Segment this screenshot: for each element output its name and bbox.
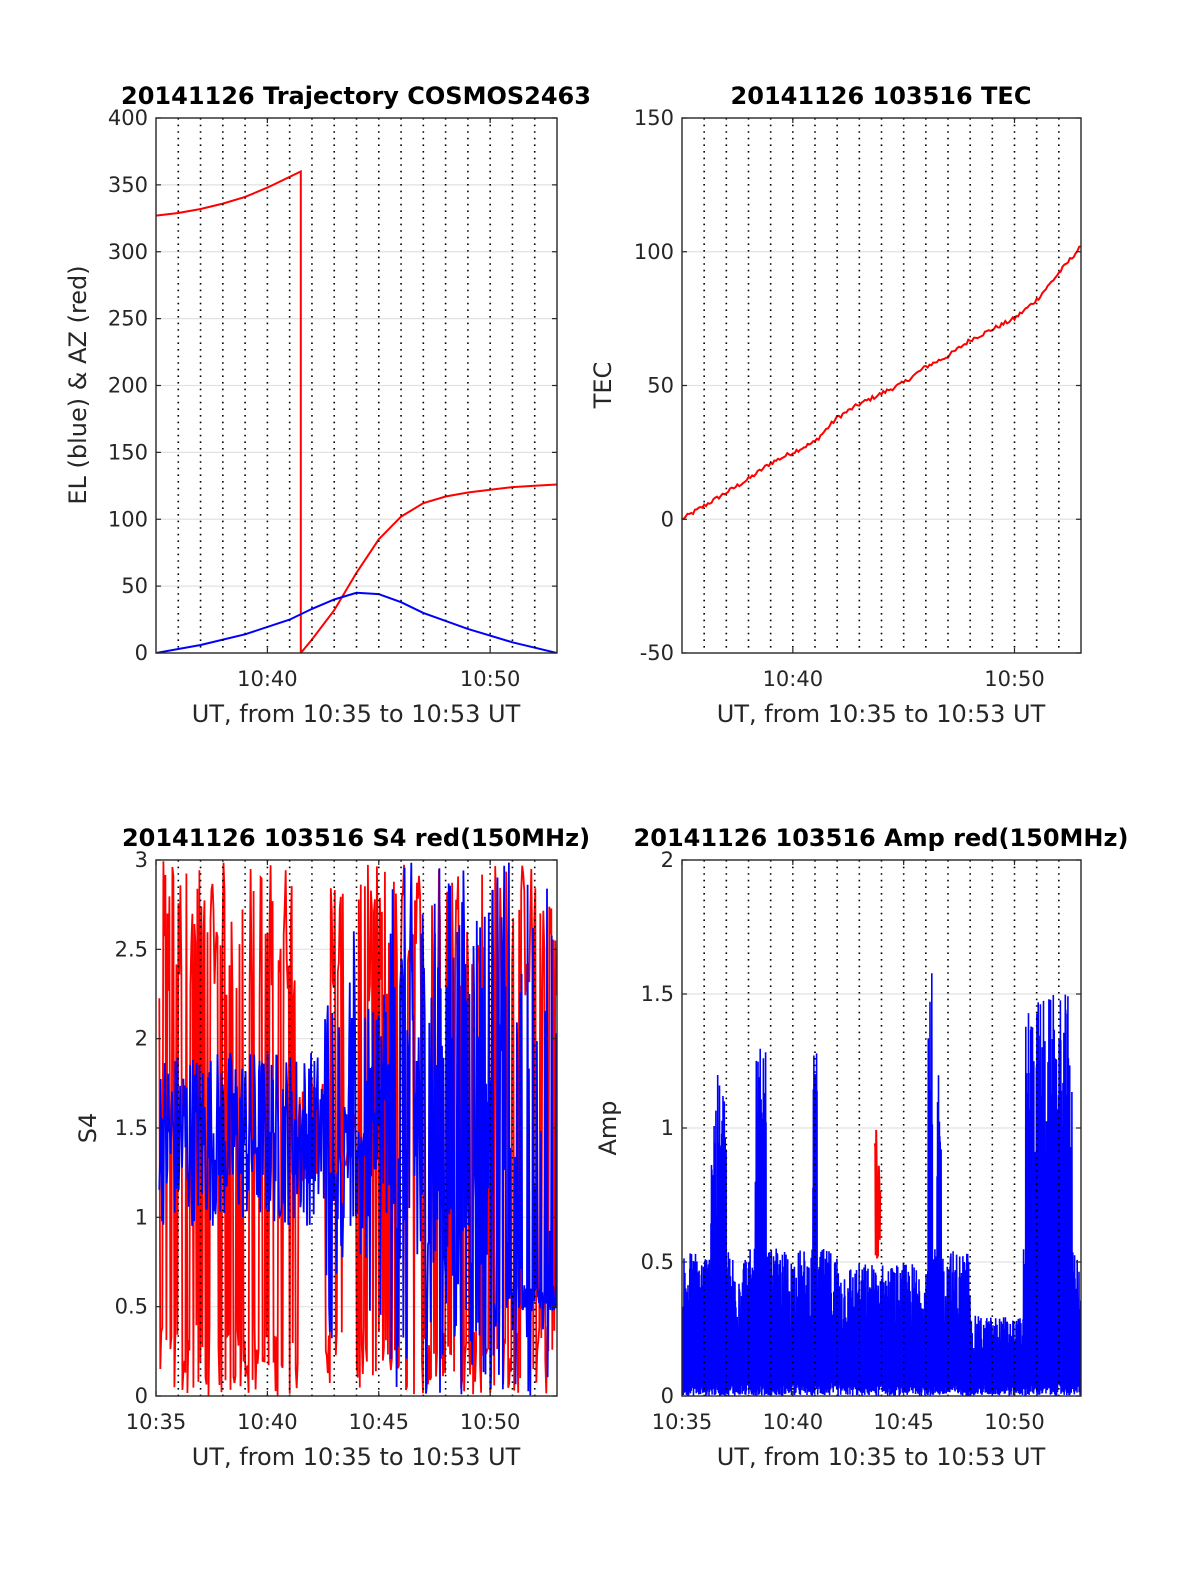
y-tick-label: 100 [634, 240, 674, 264]
y-tick-label: 2.5 [115, 937, 148, 961]
data-layer [682, 245, 1081, 521]
x-tick-label: 10:45 [349, 1410, 410, 1434]
y-tick-label: 350 [108, 173, 148, 197]
x-tick-label: 10:40 [763, 1410, 824, 1434]
s4-xlabel: UT, from 10:35 to 10:53 UT [192, 1443, 521, 1471]
y-tick-label: 1.5 [115, 1116, 148, 1140]
amp-panel: 20141126 103516 Amp red(150MHz) 0 0.5 1 1.5… [594, 824, 1128, 1471]
y-tick-label: 50 [647, 374, 674, 398]
x-tick-label: 10:50 [460, 1410, 521, 1434]
y-tick-label: 150 [108, 440, 148, 464]
y-tick-label: 0 [135, 1384, 148, 1408]
trajectory-ylabel: EL (blue) & AZ (red) [64, 265, 92, 504]
y-tick-label: 0 [135, 641, 148, 665]
s4-blue-series [158, 862, 557, 1396]
amp-title: 20141126 103516 Amp red(150MHz) [634, 824, 1129, 852]
trajectory-title: 20141126 Trajectory COSMOS2463 [121, 82, 591, 110]
y-tick-label: 1 [661, 1116, 674, 1140]
tec-plot: -50 0 50 100 150 10:40 10:50 [634, 106, 1082, 691]
data-layer [158, 861, 557, 1396]
y-tick-label: 2 [661, 848, 674, 872]
x-tick-label: 10:50 [984, 667, 1045, 691]
y-tick-label: 0.5 [641, 1250, 674, 1274]
s4-ylabel: S4 [74, 1113, 102, 1144]
trajectory-xlabel: UT, from 10:35 to 10:53 UT [192, 700, 521, 728]
tec-title: 20141126 103516 TEC [731, 82, 1032, 110]
x-tick-label: 10:40 [763, 667, 824, 691]
y-tick-label: 300 [108, 240, 148, 264]
y-tick-label: 1.5 [641, 982, 674, 1006]
x-tick-label: 10:45 [873, 1410, 934, 1434]
s4-plot: 0 0.5 1 1.5 2 2.5 3 10:35 10:40 10:45 10:50 [115, 848, 558, 1434]
trajectory-panel: 20141126 Trajectory COSMOS2463 0 50 100 150… [64, 82, 591, 728]
trajectory-plot: 0 50 100 150 200 250 300 350 400 10:40 10:50 [108, 106, 558, 691]
y-tick-label: 200 [108, 374, 148, 398]
y-tick-label: 50 [121, 574, 148, 598]
y-tick-label: 0 [661, 1384, 674, 1408]
s4-title: 20141126 103516 S4 red(150MHz) [122, 824, 590, 852]
y-tick-label: 400 [108, 106, 148, 130]
y-tick-label: 150 [634, 106, 674, 130]
amp-ylabel: Amp [594, 1100, 622, 1155]
amp-plot: 0 0.5 1 1.5 2 10:35 10:40 10:45 10:50 [641, 848, 1082, 1434]
tec-xlabel: UT, from 10:35 to 10:53 UT [717, 700, 1046, 728]
y-tick-label: 250 [108, 307, 148, 331]
series-line-0 [156, 169, 557, 653]
amp-xlabel: UT, from 10:35 to 10:53 UT [717, 1443, 1046, 1471]
y-tick-label: 0.5 [115, 1295, 148, 1319]
x-tick-label: 10:35 [652, 1410, 713, 1434]
series-line-1 [156, 591, 557, 653]
tec-panel: 20141126 103516 TEC -50 0 50 100 150 10:40 10:… [589, 82, 1082, 728]
s4-panel: 20141126 103516 S4 red(150MHz) 0 0.5 1 1.5 2… [74, 824, 590, 1471]
tec-line [682, 245, 1081, 521]
tec-ylabel: TEC [589, 362, 617, 410]
x-tick-label: 10:40 [237, 1410, 298, 1434]
y-tick-label: 2 [135, 1027, 148, 1051]
amp-red-series [873, 1129, 882, 1259]
y-tick-label: -50 [640, 641, 674, 665]
y-tick-label: 3 [135, 848, 148, 872]
x-tick-label: 10:35 [126, 1410, 187, 1434]
x-tick-label: 10:50 [460, 667, 521, 691]
y-tick-label: 100 [108, 507, 148, 531]
x-tick-label: 10:40 [237, 667, 298, 691]
y-tick-label: 0 [661, 507, 674, 531]
x-tick-label: 10:50 [984, 1410, 1045, 1434]
y-tick-label: 1 [135, 1205, 148, 1229]
